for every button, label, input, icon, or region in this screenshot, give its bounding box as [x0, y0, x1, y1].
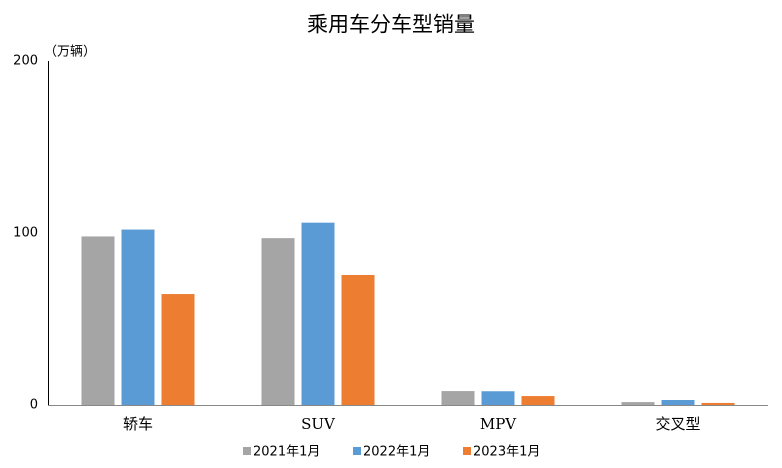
x-tick-label: SUV	[301, 415, 336, 433]
bar	[521, 396, 555, 405]
bar	[301, 222, 335, 405]
bar	[81, 236, 115, 405]
bar	[121, 229, 155, 405]
legend-swatch	[463, 447, 471, 455]
x-tick-label: MPV	[480, 415, 517, 433]
legend-label: 2021年1月	[253, 445, 320, 460]
bar	[701, 402, 735, 405]
bar	[481, 391, 515, 405]
chart-title: 乘用车分车型销量	[307, 13, 475, 37]
bar	[661, 400, 695, 405]
legend-swatch	[243, 447, 251, 455]
y-tick-label: 0	[30, 398, 38, 413]
bar	[261, 238, 295, 405]
y-tick-label: 200	[13, 54, 38, 69]
bar	[621, 402, 655, 405]
bar	[161, 294, 195, 405]
y-axis-label: （万辆）	[44, 45, 96, 60]
legend-label: 2022年1月	[363, 445, 430, 460]
bar	[341, 274, 375, 405]
x-tick-label: 交叉型	[655, 415, 700, 433]
legend-swatch	[353, 447, 361, 455]
y-tick-label: 100	[13, 226, 38, 241]
legend-label: 2023年1月	[473, 445, 540, 460]
bar	[441, 391, 475, 405]
x-tick-label: 轿车	[123, 415, 153, 433]
